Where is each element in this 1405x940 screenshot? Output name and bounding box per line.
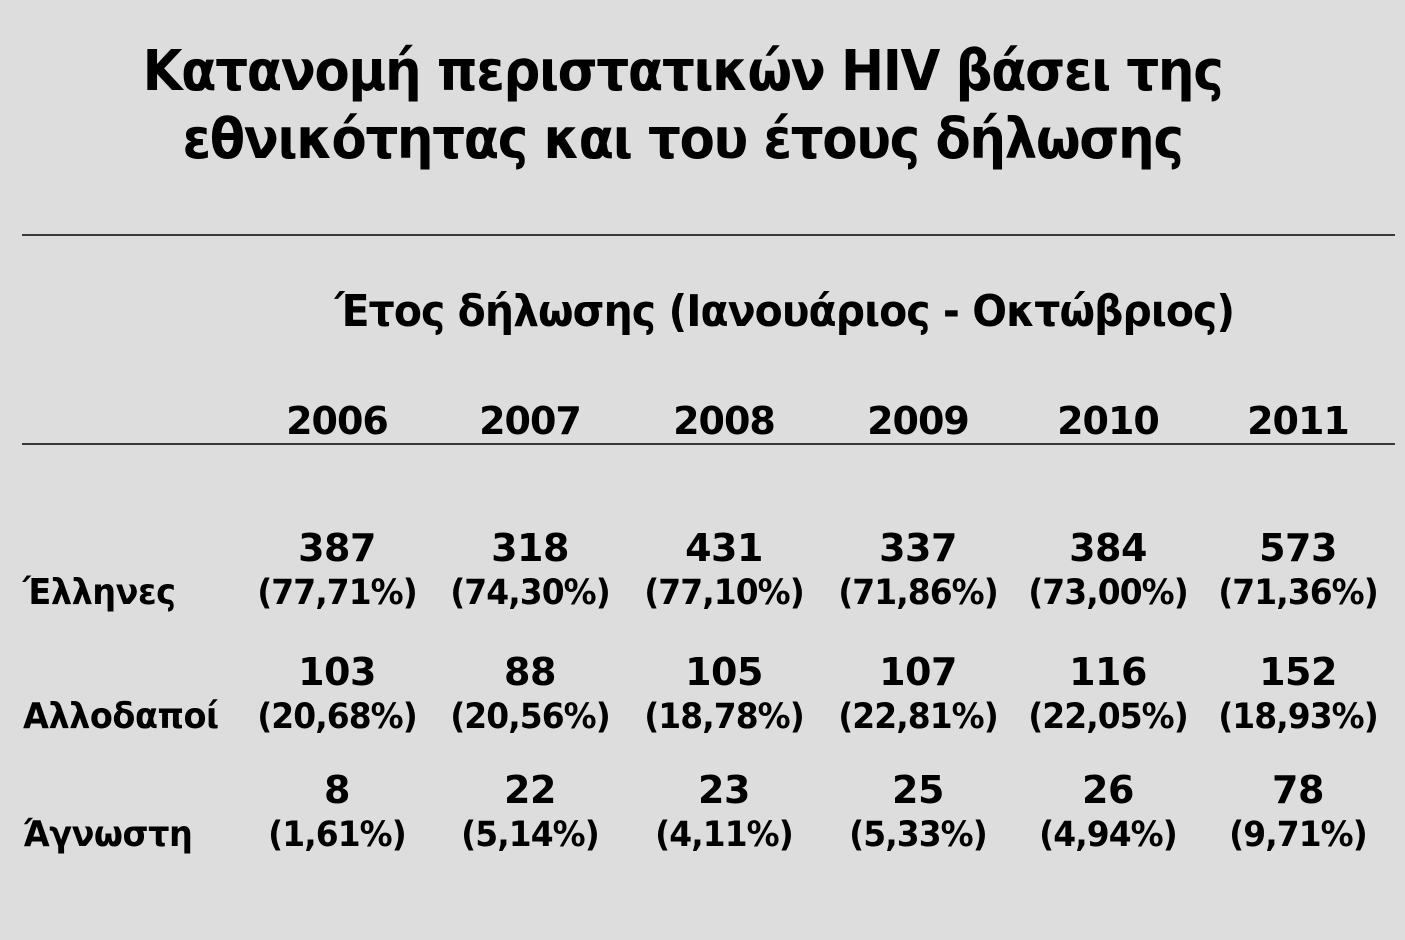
year-header: 2011 bbox=[1247, 399, 1350, 443]
cell-percent: (22,81%) bbox=[838, 697, 999, 737]
cell-count: 22 bbox=[504, 768, 556, 812]
cell-percent: (77,71%) bbox=[257, 573, 418, 613]
year-header-row: 2006 2007 2008 2009 2010 2011 bbox=[0, 398, 1405, 444]
table-subtitle: Έτος δήλωσης (Ιανουάριος - Οκτώβριος) bbox=[335, 286, 1235, 337]
cell-percent: (18,93%) bbox=[1218, 697, 1379, 737]
cell-count: 25 bbox=[892, 768, 944, 812]
cell-percent: (4,11%) bbox=[655, 815, 794, 855]
cell-count: 337 bbox=[879, 526, 957, 570]
cell-count: 431 bbox=[685, 526, 763, 570]
year-header: 2006 bbox=[286, 399, 389, 443]
slide-title-line-2: εθνικότητας και του έτους δήλωσης bbox=[182, 107, 1183, 172]
cell-percent: (74,30%) bbox=[450, 573, 611, 613]
cell-percent: (71,36%) bbox=[1218, 573, 1379, 613]
cell-count: 384 bbox=[1069, 526, 1147, 570]
year-header: 2010 bbox=[1057, 399, 1160, 443]
cell-percent: (4,94%) bbox=[1039, 815, 1178, 855]
table-cell: 88 (20,56%) bbox=[435, 650, 625, 740]
table-cell: 152 (18,93%) bbox=[1203, 650, 1393, 740]
row-label: Αλλοδαποί bbox=[23, 696, 219, 737]
cell-count: 26 bbox=[1082, 768, 1134, 812]
cell-percent: (1,61%) bbox=[268, 815, 407, 855]
slide-title-line-1: Κατανομή περιστατικών HIV βάσει της bbox=[142, 39, 1224, 104]
year-header: 2009 bbox=[867, 399, 970, 443]
row-label: Άγνωστη bbox=[23, 814, 193, 855]
table-cell: 26 (4,94%) bbox=[1013, 768, 1203, 858]
cell-count: 78 bbox=[1272, 768, 1324, 812]
table-cell: 387 (77,71%) bbox=[242, 526, 432, 616]
year-header: 2008 bbox=[673, 399, 776, 443]
cell-count: 107 bbox=[879, 650, 957, 694]
table-cell: 105 (18,78%) bbox=[629, 650, 819, 740]
cell-count: 105 bbox=[685, 650, 763, 694]
cell-percent: (18,78%) bbox=[644, 697, 805, 737]
top-divider bbox=[22, 234, 1395, 236]
table-cell: 25 (5,33%) bbox=[823, 768, 1013, 858]
cell-count: 318 bbox=[491, 526, 569, 570]
cell-percent: (22,05%) bbox=[1028, 697, 1189, 737]
table-row-greeks: Έλληνες 387 (77,71%) 318 (74,30%) 431 (7… bbox=[0, 526, 1405, 616]
cell-count: 88 bbox=[504, 650, 556, 694]
cell-percent: (73,00%) bbox=[1028, 573, 1189, 613]
cell-count: 23 bbox=[698, 768, 750, 812]
cell-percent: (5,33%) bbox=[849, 815, 988, 855]
table-cell: 8 (1,61%) bbox=[242, 768, 432, 858]
table-cell: 384 (73,00%) bbox=[1013, 526, 1203, 616]
cell-percent: (77,10%) bbox=[644, 573, 805, 613]
table-row-foreigners: Αλλοδαποί 103 (20,68%) 88 (20,56%) 105 (… bbox=[0, 650, 1405, 740]
table-cell: 116 (22,05%) bbox=[1013, 650, 1203, 740]
table-cell: 431 (77,10%) bbox=[629, 526, 819, 616]
table-cell: 103 (20,68%) bbox=[242, 650, 432, 740]
table-cell: 23 (4,11%) bbox=[629, 768, 819, 858]
table-cell: 107 (22,81%) bbox=[823, 650, 1013, 740]
cell-percent: (9,71%) bbox=[1229, 815, 1368, 855]
cell-percent: (20,68%) bbox=[257, 697, 418, 737]
cell-count: 103 bbox=[298, 650, 376, 694]
table-cell: 318 (74,30%) bbox=[435, 526, 625, 616]
cell-percent: (71,86%) bbox=[838, 573, 999, 613]
cell-percent: (20,56%) bbox=[450, 697, 611, 737]
table-row-unknown: Άγνωστη 8 (1,61%) 22 (5,14%) 23 (4,11%) … bbox=[0, 768, 1405, 858]
cell-count: 116 bbox=[1069, 650, 1147, 694]
cell-count: 152 bbox=[1259, 650, 1337, 694]
cell-percent: (5,14%) bbox=[461, 815, 600, 855]
table-cell: 337 (71,86%) bbox=[823, 526, 1013, 616]
cell-count: 387 bbox=[298, 526, 376, 570]
row-label: Έλληνες bbox=[23, 572, 176, 613]
year-header: 2007 bbox=[479, 399, 582, 443]
table-cell: 573 (71,36%) bbox=[1203, 526, 1393, 616]
table-cell: 78 (9,71%) bbox=[1203, 768, 1393, 858]
header-divider bbox=[22, 443, 1395, 445]
cell-count: 8 bbox=[324, 768, 350, 812]
slide-title: Κατανομή περιστατικών HIV βάσει της εθνι… bbox=[55, 38, 1311, 174]
table-cell: 22 (5,14%) bbox=[435, 768, 625, 858]
cell-count: 573 bbox=[1259, 526, 1337, 570]
